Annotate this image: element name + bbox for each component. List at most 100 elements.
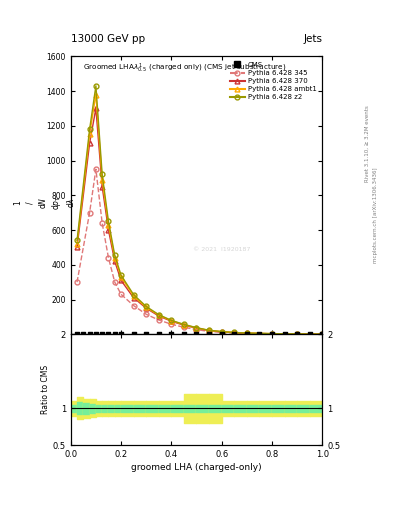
Pythia 6.428 z2: [182, 322, 186, 328]
Pythia 6.428 ambt1: [182, 322, 186, 328]
Pythia 6.428 z2: [106, 218, 111, 224]
Pythia 6.428 345: [244, 330, 249, 336]
Point: [206, 330, 212, 338]
Pythia 6.428 z2: [270, 331, 274, 337]
Pythia 6.428 z2: [112, 252, 117, 258]
Pythia 6.428 370: [182, 322, 186, 328]
Pythia 6.428 ambt1: [156, 312, 161, 318]
Pythia 6.428 370: [320, 331, 325, 337]
Text: © 2021  I1920187: © 2021 I1920187: [193, 247, 250, 252]
Pythia 6.428 ambt1: [100, 177, 105, 183]
Pythia 6.428 ambt1: [94, 92, 98, 98]
Y-axis label: Ratio to CMS: Ratio to CMS: [41, 365, 50, 414]
Pythia 6.428 345: [207, 328, 211, 334]
Point: [244, 330, 250, 338]
Pythia 6.428 z2: [131, 291, 136, 297]
Pythia 6.428 z2: [156, 312, 161, 318]
Pythia 6.428 345: [75, 279, 79, 285]
Pythia 6.428 z2: [295, 331, 299, 337]
Point: [294, 330, 300, 338]
Point: [99, 330, 105, 338]
Pythia 6.428 345: [182, 324, 186, 330]
Point: [281, 330, 288, 338]
Pythia 6.428 ambt1: [169, 317, 174, 324]
Point: [319, 330, 325, 338]
Pythia 6.428 z2: [232, 329, 237, 335]
Pythia 6.428 z2: [207, 327, 211, 333]
Pythia 6.428 z2: [169, 317, 174, 324]
Point: [269, 330, 275, 338]
Point: [80, 330, 86, 338]
Pythia 6.428 z2: [219, 329, 224, 335]
Pythia 6.428 z2: [75, 238, 79, 244]
Pythia 6.428 z2: [244, 330, 249, 336]
X-axis label: groomed LHA (charged-only): groomed LHA (charged-only): [131, 463, 262, 473]
Pythia 6.428 345: [232, 330, 237, 336]
Pythia 6.428 345: [295, 331, 299, 337]
Pythia 6.428 345: [106, 255, 111, 261]
Point: [74, 330, 80, 338]
Pythia 6.428 370: [112, 258, 117, 264]
Pythia 6.428 ambt1: [244, 330, 249, 336]
Pythia 6.428 370: [156, 313, 161, 319]
Y-axis label: $\mathrm{1}$
$/$
$\mathrm{d}N$
$\mathrm{d}p_\mathrm{T}$
$\mathrm{d}\lambda$: $\mathrm{1}$ $/$ $\mathrm{d}N$ $\mathrm{…: [12, 195, 76, 210]
Pythia 6.428 z2: [119, 272, 123, 279]
Text: Groomed LHA$\lambda^{1}_{0.5}$ (charged only) (CMS jet substructure): Groomed LHA$\lambda^{1}_{0.5}$ (charged …: [83, 62, 287, 75]
Pythia 6.428 z2: [144, 304, 149, 310]
Text: Rivet 3.1.10, ≥ 3.2M events: Rivet 3.1.10, ≥ 3.2M events: [365, 105, 370, 182]
Point: [256, 330, 263, 338]
Pythia 6.428 ambt1: [144, 304, 149, 310]
Pythia 6.428 370: [75, 244, 79, 250]
Pythia 6.428 370: [131, 295, 136, 301]
Pythia 6.428 345: [87, 209, 92, 216]
Point: [112, 330, 118, 338]
Point: [219, 330, 225, 338]
Point: [105, 330, 112, 338]
Point: [118, 330, 124, 338]
Point: [93, 330, 99, 338]
Pythia 6.428 ambt1: [119, 274, 123, 280]
Pythia 6.428 ambt1: [87, 132, 92, 138]
Point: [168, 330, 174, 338]
Text: Jets: Jets: [303, 33, 322, 44]
Pythia 6.428 345: [194, 327, 199, 333]
Pythia 6.428 370: [207, 328, 211, 334]
Pythia 6.428 345: [156, 317, 161, 323]
Pythia 6.428 345: [270, 331, 274, 337]
Point: [181, 330, 187, 338]
Pythia 6.428 ambt1: [232, 329, 237, 335]
Point: [193, 330, 200, 338]
Pythia 6.428 370: [94, 105, 98, 112]
Point: [86, 330, 93, 338]
Point: [143, 330, 149, 338]
Line: Pythia 6.428 z2: Pythia 6.428 z2: [75, 83, 325, 336]
Text: 13000 GeV pp: 13000 GeV pp: [71, 33, 145, 44]
Pythia 6.428 ambt1: [106, 222, 111, 228]
Pythia 6.428 345: [94, 166, 98, 173]
Pythia 6.428 ambt1: [207, 327, 211, 333]
Point: [307, 330, 313, 338]
Pythia 6.428 345: [112, 279, 117, 285]
Pythia 6.428 370: [270, 331, 274, 337]
Point: [231, 330, 237, 338]
Pythia 6.428 z2: [194, 325, 199, 331]
Pythia 6.428 345: [131, 303, 136, 309]
Pythia 6.428 370: [100, 183, 105, 189]
Pythia 6.428 345: [144, 311, 149, 317]
Pythia 6.428 345: [119, 291, 123, 297]
Pythia 6.428 370: [169, 318, 174, 324]
Pythia 6.428 z2: [320, 331, 325, 337]
Pythia 6.428 ambt1: [320, 331, 325, 337]
Pythia 6.428 z2: [94, 83, 98, 89]
Pythia 6.428 370: [219, 329, 224, 335]
Pythia 6.428 ambt1: [75, 241, 79, 247]
Pythia 6.428 345: [169, 321, 174, 327]
Pythia 6.428 z2: [100, 172, 105, 178]
Line: Pythia 6.428 345: Pythia 6.428 345: [75, 167, 325, 336]
Pythia 6.428 ambt1: [194, 325, 199, 331]
Pythia 6.428 ambt1: [270, 331, 274, 337]
Pythia 6.428 ambt1: [219, 329, 224, 335]
Pythia 6.428 ambt1: [295, 331, 299, 337]
Line: Pythia 6.428 370: Pythia 6.428 370: [75, 106, 325, 336]
Line: Pythia 6.428 ambt1: Pythia 6.428 ambt1: [75, 92, 325, 336]
